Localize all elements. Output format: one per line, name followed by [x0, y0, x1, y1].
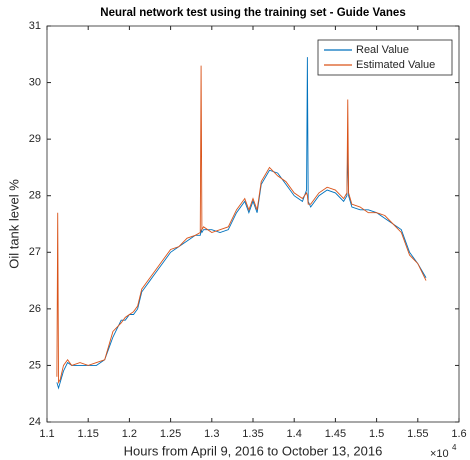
legend-label: Estimated Value: [356, 59, 435, 71]
y-tick-label: 26: [29, 303, 41, 315]
plot-area: [47, 26, 459, 422]
y-axis-label: Oil tank level %: [6, 179, 21, 269]
x-multiplier: ×10: [430, 448, 449, 460]
y-tick-label: 27: [29, 246, 41, 258]
x-tick-label: 1.2: [122, 428, 137, 440]
data-line: [56, 65, 427, 385]
x-multiplier-exponent: 4: [452, 443, 457, 452]
x-tick-label: 1.6: [451, 428, 466, 440]
y-tick-label: 29: [29, 133, 41, 145]
x-axis-label: Hours from April 9, 2016 to October 13, …: [124, 443, 383, 458]
x-tick-label: 1.4: [287, 428, 302, 440]
x-tick-label: 1.25: [160, 428, 181, 440]
legend-box: [317, 39, 453, 76]
x-tick-label: 1.55: [407, 428, 428, 440]
x-tick-label: 1.35: [242, 428, 263, 440]
x-tick-label: 1.45: [325, 428, 346, 440]
y-tick-label: 30: [29, 76, 41, 88]
y-tick-label: 28: [29, 190, 41, 202]
y-tick-label: 25: [29, 359, 41, 371]
x-tick-label: 1.3: [204, 428, 219, 440]
legend-label: Real Value: [356, 44, 409, 56]
chart-title: Neural network test using the training s…: [100, 7, 405, 19]
axes-box: [46, 25, 460, 423]
y-tick-label: 31: [29, 20, 41, 32]
x-tick-label: 1.5: [369, 428, 384, 440]
y-tick-label: 24: [29, 416, 41, 428]
x-tick-label: 1.1: [39, 428, 54, 440]
x-tick-label: 1.15: [77, 428, 98, 440]
